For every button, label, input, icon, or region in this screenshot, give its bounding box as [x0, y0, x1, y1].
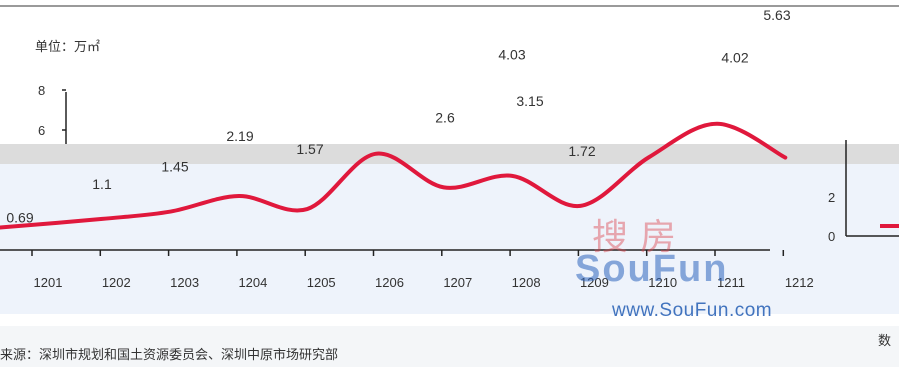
x-tick-label: 1210 — [648, 275, 677, 290]
axes — [0, 92, 770, 251]
inset-chart: 2 0 — [828, 140, 899, 244]
x-tick-label: 1212 — [785, 275, 814, 290]
overlay-gray-band — [0, 144, 899, 164]
x-tick-label: 1201 — [34, 275, 63, 290]
data-label: 1.57 — [296, 141, 323, 157]
x-tick-label: 1202 — [102, 275, 131, 290]
top-rule — [0, 5, 899, 7]
x-tick-label: 1211 — [717, 275, 745, 290]
x-tick-label: 1207 — [443, 275, 472, 290]
data-label: 1.45 — [161, 159, 188, 175]
data-label: 2.6 — [435, 109, 455, 125]
data-label: 2.19 — [226, 128, 253, 144]
source-text-right: 数 — [878, 333, 892, 348]
data-label: 1.72 — [568, 143, 595, 159]
data-label: 0.69 — [6, 210, 33, 226]
y-ticks: 68 — [38, 83, 66, 138]
x-tick-label: 1208 — [512, 275, 541, 290]
data-label: 5.63 — [763, 7, 790, 23]
footer-band — [0, 326, 899, 367]
data-label: 1.1 — [92, 176, 112, 192]
x-tick-label: 1204 — [238, 275, 267, 290]
data-labels: 0.69 1.1 1.45 2.19 1.57 2.6 3.15 1.72 4.03 5.63 4.… — [6, 7, 790, 226]
x-ticks: 1201 1202 1203 1204 1205 1206 1207 1208 1209 1210… — [31, 250, 814, 290]
data-label: 3.15 — [516, 93, 543, 109]
y-tick-label: 6 — [38, 123, 45, 138]
source-text: 来源：深圳市规划和国土资源委员会、深圳中原市场研究部 — [0, 347, 339, 362]
watermark-brand: SouFun — [575, 248, 729, 290]
data-label: 4.02 — [721, 50, 748, 66]
data-label: 4.03 — [498, 46, 525, 62]
x-tick-label: 1209 — [580, 275, 609, 290]
x-tick-label: 1203 — [170, 275, 199, 290]
watermark-chinese: 搜房 — [592, 216, 689, 257]
inset-tick-label: 2 — [828, 190, 835, 205]
inset-tick-label: 0 — [828, 229, 835, 244]
x-tick-label: 1205 — [307, 275, 336, 290]
series-line — [0, 121, 788, 230]
y-tick-label: 8 — [38, 83, 45, 98]
x-tick-label: 1206 — [375, 275, 404, 290]
watermark-url: www.SouFun.com — [612, 300, 773, 321]
unit-label: 单位：万㎡ — [35, 39, 101, 54]
